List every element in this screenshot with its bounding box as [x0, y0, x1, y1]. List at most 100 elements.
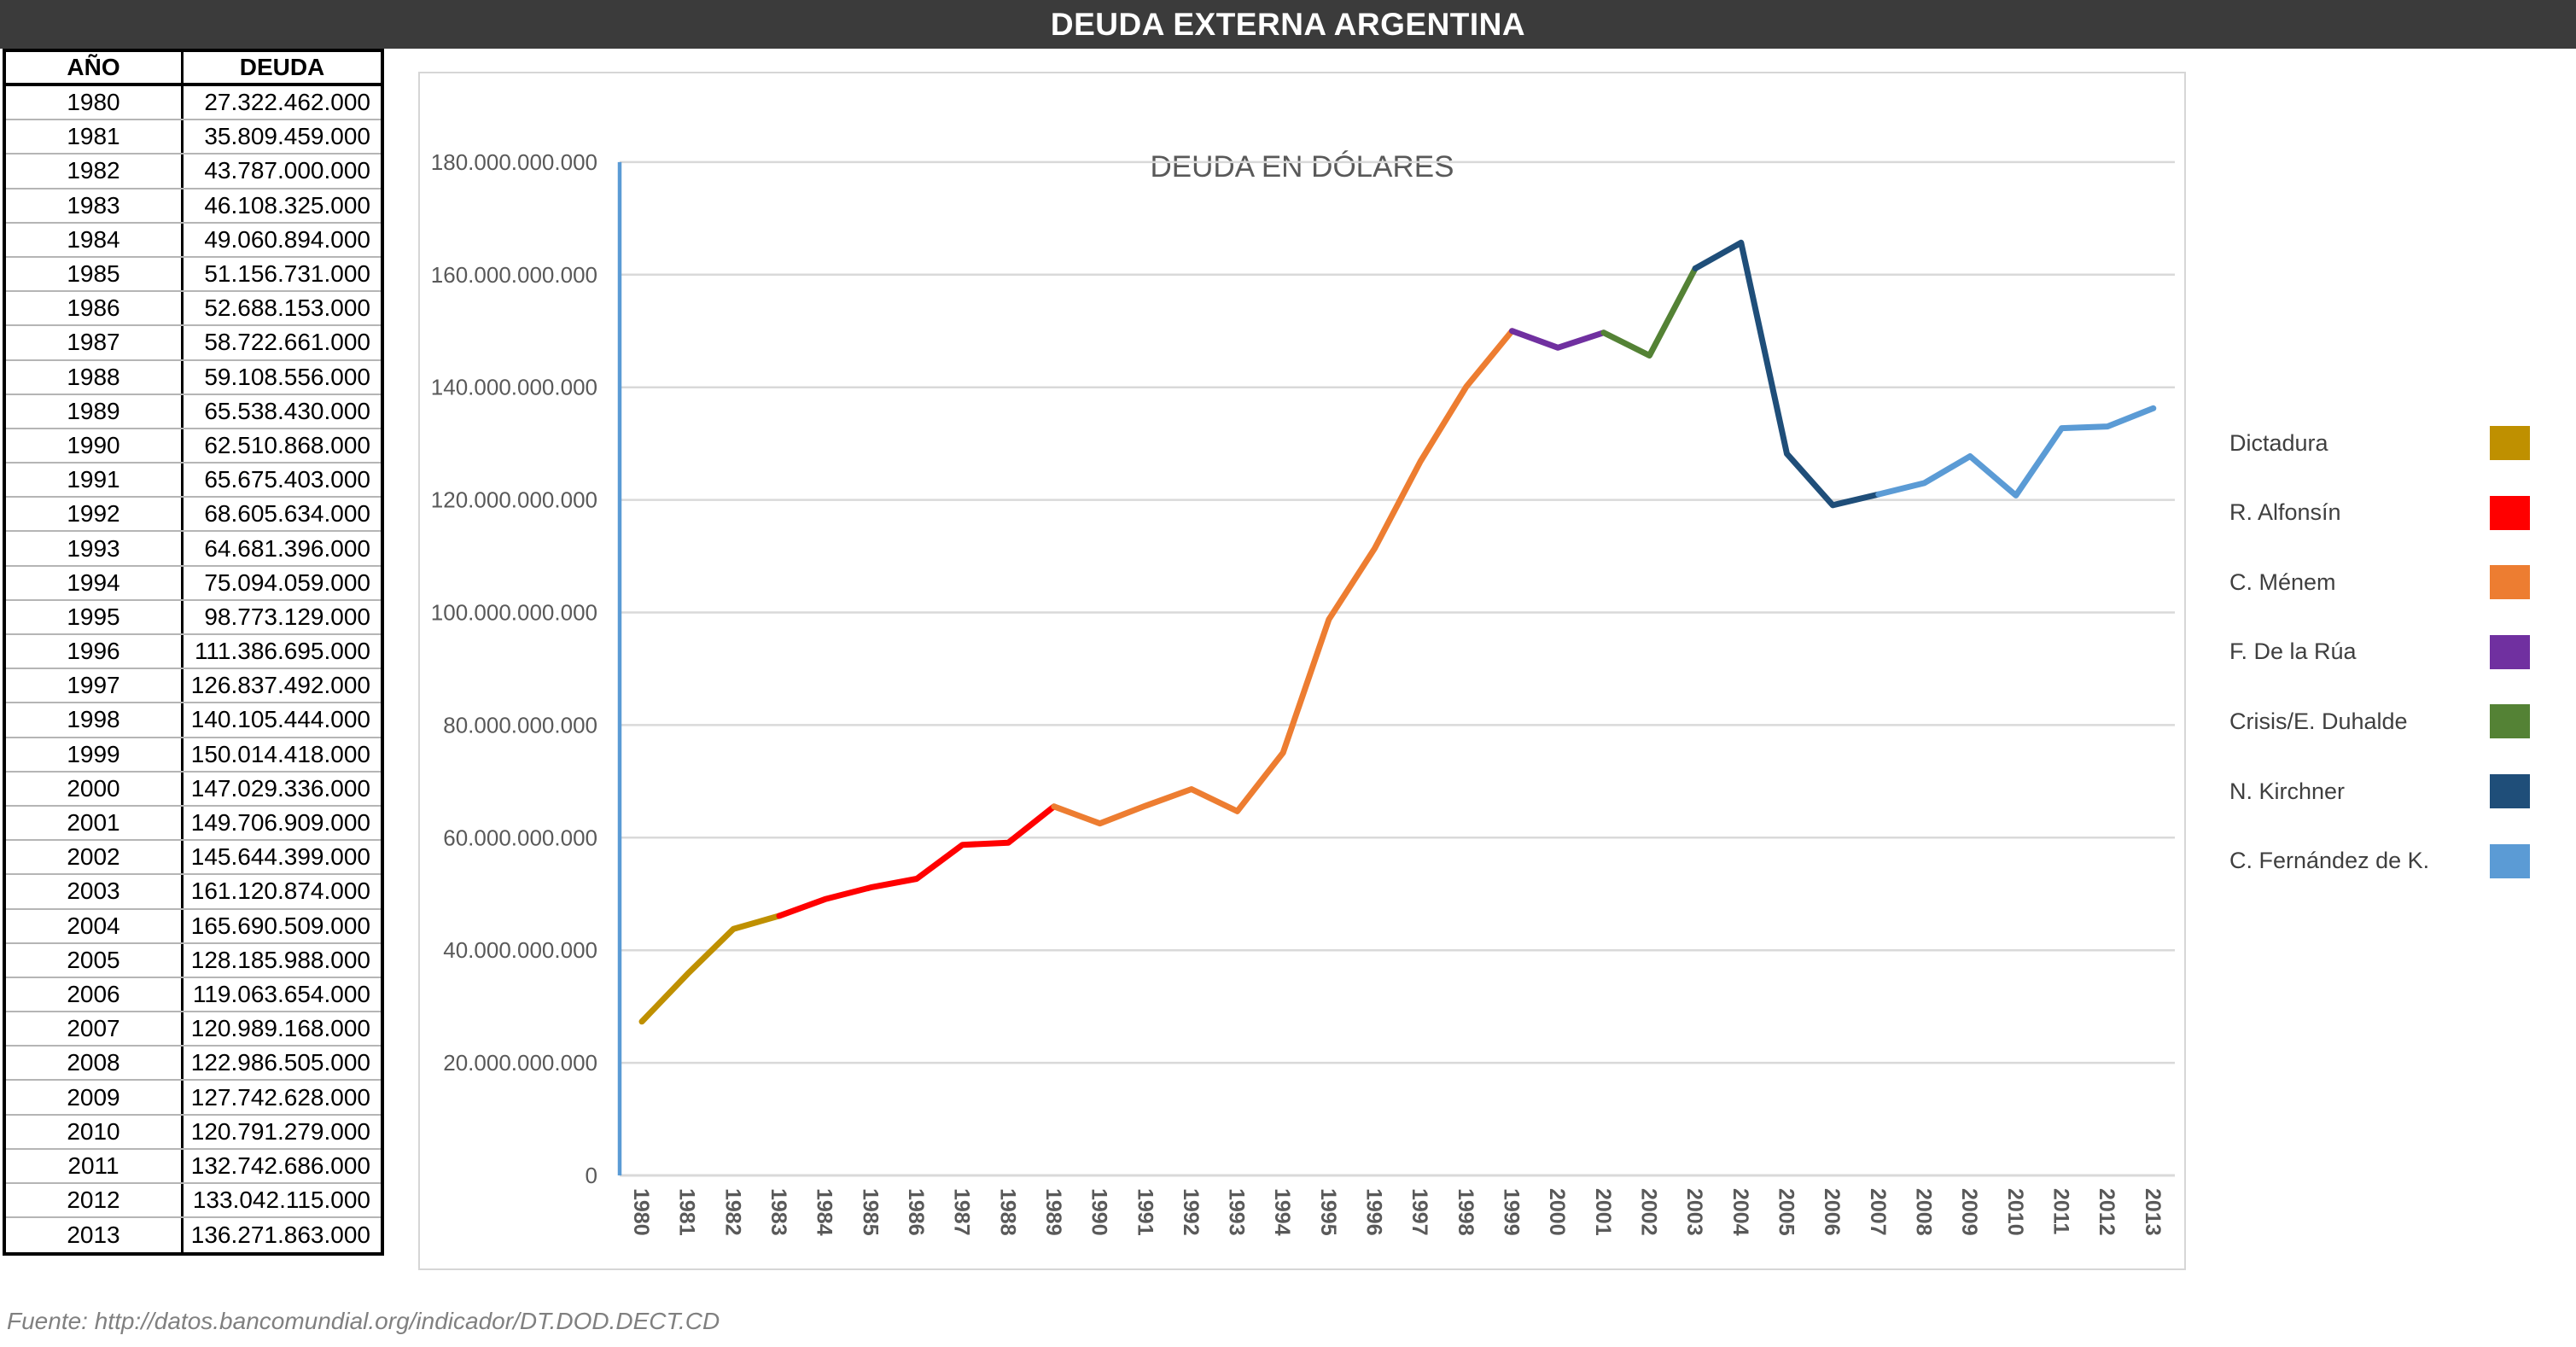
table-header: AÑO DEUDA [6, 52, 381, 86]
cell-debt: 120.791.279.000 [190, 1117, 370, 1145]
cell-debt: 122.986.505.000 [190, 1049, 370, 1076]
table-row: 1993 64.681.396.000 [6, 532, 381, 567]
debt-series-segment [776, 803, 1058, 919]
y-axis-tick-label: 80.000.000.000 [443, 712, 597, 738]
x-axis-tick-label: 1989 [1041, 1188, 1065, 1236]
cell-year: 1992 [6, 498, 184, 531]
cell-year: 2001 [6, 806, 184, 840]
legend-label: N. Kirchner [2229, 778, 2346, 804]
legend-item: C. Ménem [2229, 565, 2530, 600]
y-axis-tick-label: 20.000.000.000 [443, 1050, 597, 1076]
legend-item: R. Alfonsín [2229, 495, 2530, 530]
x-axis-tick-label: 1985 [858, 1188, 882, 1236]
x-axis-tick-label: 2013 [2141, 1188, 2165, 1236]
y-axis-labels: 0 20.000.000.000 40.000.000.000 60.000.000.… [431, 149, 597, 1188]
table-row: 1984 49.060.894.000 [6, 223, 381, 258]
table-row: 2000 147.029.336.000 [6, 772, 381, 807]
legend-item: Crisis/E. Duhalde [2229, 704, 2530, 739]
cell-debt: 147.029.336.000 [190, 774, 370, 802]
table-row: 1998 140.105.444.000 [6, 703, 381, 738]
y-axis-tick-label: 120.000.000.000 [431, 487, 597, 513]
cell-debt: 119.063.654.000 [192, 980, 370, 1007]
table-row: 1982 43.787.000.000 [6, 155, 381, 190]
page-title: DEUDA EXTERNA ARGENTINA [1050, 6, 1526, 42]
legend-label: Dictadura [2229, 429, 2328, 456]
table-row: 2008 122.986.505.000 [6, 1047, 381, 1082]
table-row: 1990 62.510.868.000 [6, 429, 381, 464]
legend-label: Crisis/E. Duhalde [2229, 708, 2408, 734]
x-axis-labels: 1980 1981 1982 1983 1984 1985 1986 1987 1988 1989… [629, 1188, 2165, 1236]
y-axis-tick-label: 160.000.000.000 [431, 262, 597, 288]
cell-year: 1988 [6, 360, 184, 394]
legend-item: N. Kirchner [2229, 774, 2530, 808]
cell-year: 1983 [6, 189, 184, 222]
cell-year: 1984 [6, 223, 184, 256]
table-row: 1995 98.773.129.000 [6, 600, 381, 635]
cell-debt: 49.060.894.000 [204, 225, 370, 253]
cell-year: 2012 [6, 1184, 184, 1217]
cell-debt: 140.105.444.000 [190, 706, 370, 733]
cell-year: 2005 [6, 943, 184, 977]
table-row: 2012 133.042.115.000 [6, 1184, 381, 1219]
x-axis-tick-label: 2001 [1591, 1188, 1615, 1236]
x-axis-tick-label: 2005 [1775, 1188, 1798, 1236]
table-row: 1991 65.675.403.000 [6, 464, 381, 499]
table-row: 2009 127.742.628.000 [6, 1081, 381, 1116]
cell-year: 2003 [6, 875, 184, 908]
table-row: 2001 149.706.909.000 [6, 806, 381, 842]
y-axis-tick-label: 140.000.000.000 [431, 375, 597, 400]
cell-debt: 111.386.695.000 [194, 638, 370, 665]
x-axis-tick-label: 2003 [1682, 1188, 1706, 1236]
cell-debt: 127.742.628.000 [190, 1083, 370, 1111]
table-row: 1986 52.688.153.000 [6, 292, 381, 327]
x-axis-tick-label: 1994 [1270, 1188, 1294, 1236]
cell-year: 2010 [6, 1115, 184, 1148]
cell-debt: 68.605.634.000 [204, 500, 370, 528]
cell-year: 2007 [6, 1012, 184, 1046]
source-note: Fuente: http://datos.bancomundial.org/in… [7, 1308, 720, 1334]
cell-debt: 65.538.430.000 [204, 397, 370, 424]
legend: Dictadura R. Alfonsín C. Ménem F. De la Rúa… [2229, 0, 2530, 1347]
x-axis-tick-label: 2008 [1911, 1188, 1935, 1236]
legend-color-swatch [2490, 495, 2530, 530]
cell-debt: 133.042.115.000 [192, 1187, 370, 1214]
debt-series-segment [1692, 239, 1882, 509]
cell-year: 2002 [6, 841, 184, 874]
y-axis-tick-label: 40.000.000.000 [443, 937, 597, 963]
x-axis-tick-label: 1997 [1407, 1188, 1431, 1236]
x-axis-tick-label: 1992 [1179, 1188, 1203, 1236]
table-row: 1985 51.156.731.000 [6, 257, 381, 293]
cell-debt: 51.156.731.000 [204, 260, 370, 288]
cell-year: 1990 [6, 429, 184, 463]
x-axis-tick-label: 1999 [1500, 1188, 1524, 1236]
legend-color-swatch [2490, 704, 2530, 739]
column-header-debt: DEUDA [239, 54, 325, 80]
table-row: 1989 65.538.430.000 [6, 394, 381, 429]
gridlines [620, 160, 2175, 1064]
x-axis-tick-label: 1998 [1454, 1188, 1477, 1236]
chart-title: DEUDA EN DÓLARES [1150, 150, 1454, 184]
table-row: 2003 161.120.874.000 [6, 875, 381, 910]
cell-year: 1994 [6, 566, 184, 599]
cell-debt: 150.014.418.000 [190, 740, 370, 767]
table-header-row: AÑO DEUDA [6, 52, 381, 86]
header-bar: DEUDA EXTERNA ARGENTINA [0, 0, 2576, 49]
cell-debt: 165.690.509.000 [190, 912, 370, 939]
x-axis-tick-label: 2000 [1545, 1188, 1569, 1236]
cell-debt: 120.989.168.000 [190, 1015, 370, 1042]
legend-color-swatch [2490, 426, 2530, 460]
legend-color-swatch [2490, 565, 2530, 600]
cell-debt: 27.322.462.000 [204, 89, 370, 116]
x-axis-tick-label: 1982 [720, 1188, 744, 1236]
y-axis-tick-label: 0 [586, 1163, 597, 1188]
x-axis-tick-label: 1996 [1362, 1188, 1386, 1236]
cell-year: 2004 [6, 909, 184, 942]
legend-color-swatch [2490, 843, 2530, 878]
x-axis-tick-label: 2007 [1866, 1188, 1890, 1236]
y-axis-tick-label: 180.000.000.000 [431, 149, 597, 175]
cell-debt: 59.108.556.000 [204, 363, 370, 390]
x-axis-tick-label: 2012 [2095, 1188, 2118, 1236]
x-axis-tick-label: 1991 [1133, 1188, 1157, 1236]
legend-label: C. Ménem [2229, 569, 2336, 595]
